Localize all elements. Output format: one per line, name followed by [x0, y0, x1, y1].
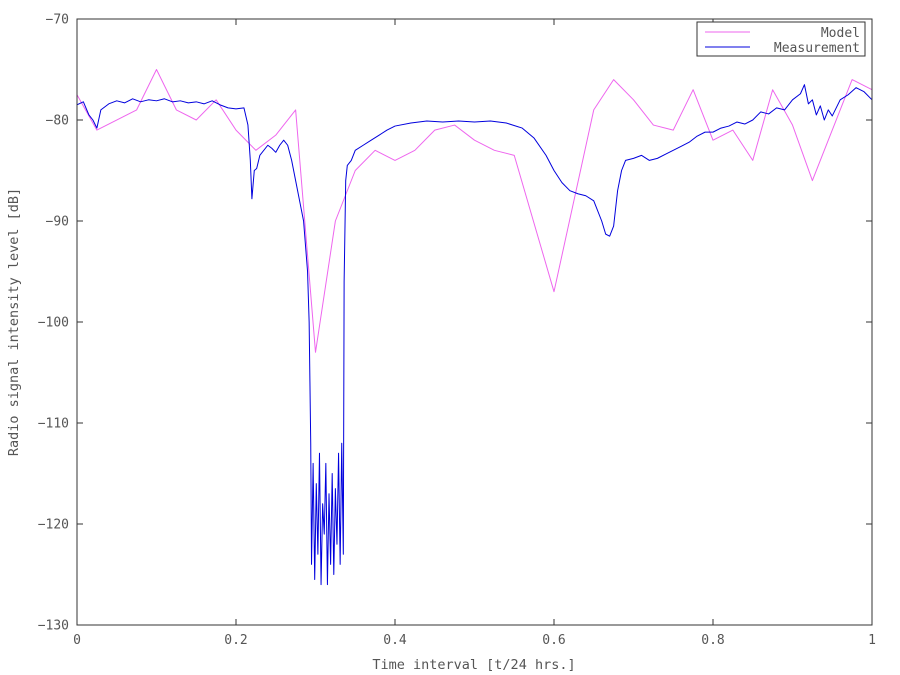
- y-axis-title: Radio signal intensity level [dB]: [6, 188, 22, 456]
- legend-label-measurement: Measurement: [774, 41, 860, 56]
- x-tick-label: 0: [73, 633, 81, 648]
- x-axis-title: Time interval [t/24 hrs.]: [372, 657, 575, 673]
- y-tick-label: −120: [38, 518, 69, 533]
- legend-label-model: Model: [821, 26, 860, 41]
- y-tick-label: −130: [38, 619, 69, 634]
- x-tick-label: 0.8: [701, 633, 724, 648]
- x-tick-label: 0.4: [383, 633, 407, 648]
- y-tick-label: −110: [38, 417, 69, 432]
- ticks-layer: 0 0.2 0.4 0.6 0.8 1 −70 −80 −90 −100 −110 −120 −130: [38, 13, 876, 649]
- y-tick-label: −100: [38, 316, 69, 331]
- y-tick-label: −90: [46, 215, 69, 230]
- series-line-measurement: [77, 84, 872, 586]
- x-tick-label: 0.6: [542, 633, 565, 648]
- x-tick-label: 0.2: [224, 633, 247, 648]
- y-tick-label: −80: [46, 114, 69, 129]
- legend: Model Measurement: [696, 21, 866, 57]
- legend-box: [696, 21, 866, 57]
- series-layer: [77, 69, 872, 586]
- y-tick-label: −70: [46, 13, 69, 28]
- x-tick-label: 1: [868, 633, 876, 648]
